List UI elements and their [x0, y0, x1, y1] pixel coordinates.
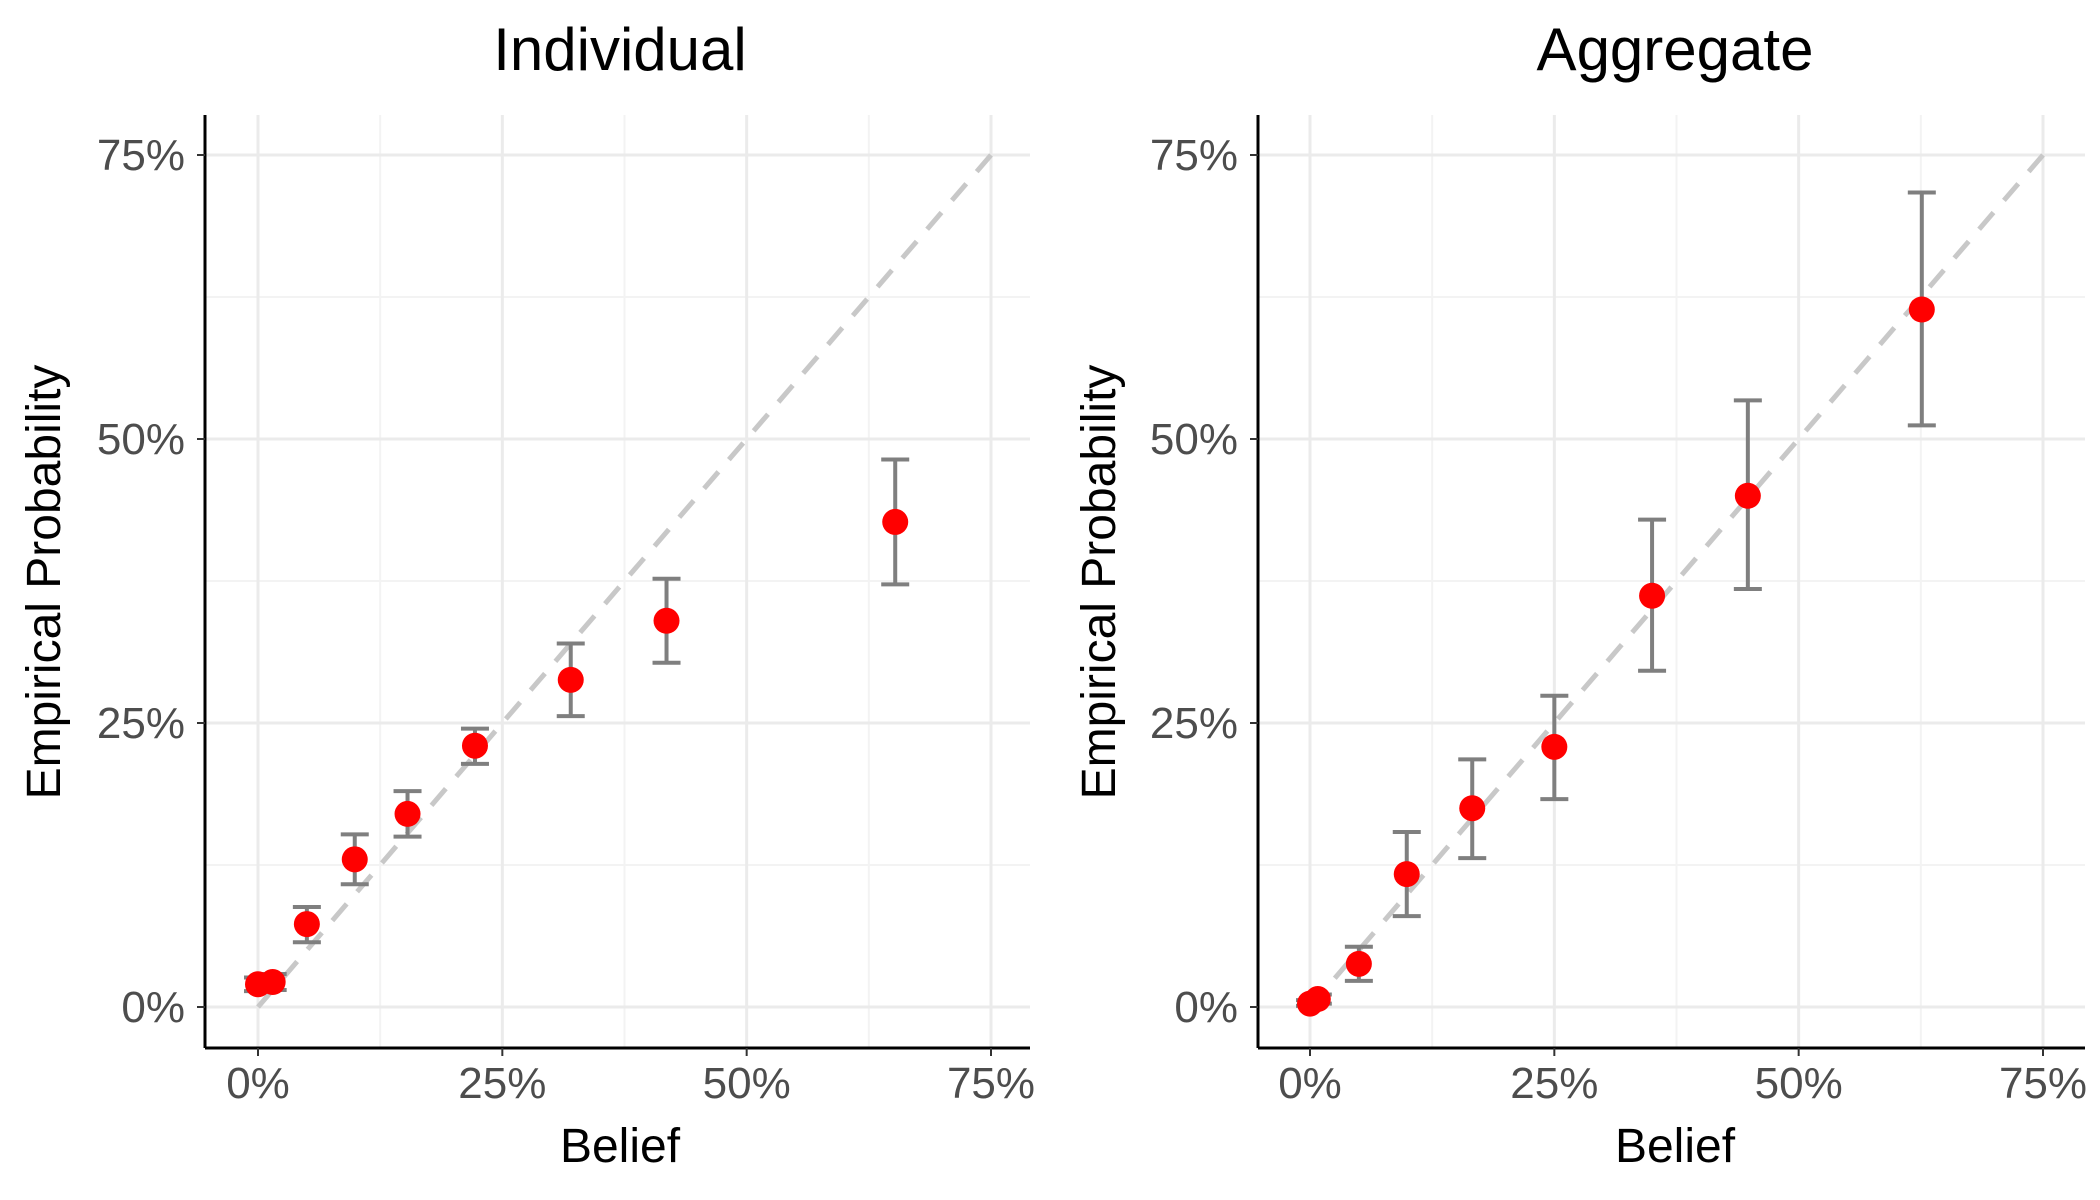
data-point	[882, 508, 909, 535]
x-tick-label: 75%	[947, 1059, 1035, 1108]
x-tick-label: 25%	[458, 1059, 546, 1108]
y-tick-label: 50%	[97, 415, 185, 464]
y-tick-label: 25%	[1150, 699, 1238, 748]
x-axis-title: Belief	[560, 1120, 681, 1173]
panel-individual: Individual Belief Empirical Probability …	[18, 16, 1035, 1173]
data-point	[1459, 795, 1486, 822]
panel-aggregate: Aggregate Belief Empirical Probability 0…	[1073, 16, 2087, 1173]
data-point	[557, 666, 584, 693]
plot-area: 0% 25% 50% 75% 0% 25% 50% 75%	[97, 115, 1035, 1108]
data-point	[1541, 733, 1568, 760]
x-axis-title: Belief	[1615, 1120, 1736, 1173]
data-point	[1639, 582, 1666, 609]
x-tick-label: 75%	[1999, 1059, 2087, 1108]
data-point	[394, 800, 421, 827]
data-point	[259, 969, 286, 996]
data-point	[1345, 950, 1372, 977]
data-point	[1304, 986, 1331, 1013]
chart-title: Individual	[493, 16, 747, 83]
y-tick-label: 50%	[1150, 415, 1238, 464]
x-tick-label: 50%	[703, 1059, 791, 1108]
data-point	[1908, 296, 1935, 323]
x-tick-label: 25%	[1510, 1059, 1598, 1108]
x-tick-label: 0%	[1278, 1059, 1342, 1108]
x-tick-label: 50%	[1755, 1059, 1843, 1108]
data-point	[461, 732, 488, 759]
plot-area: 0% 25% 50% 75% 0% 25% 50% 75%	[1150, 115, 2087, 1108]
data-point	[1393, 861, 1420, 888]
y-tick-label: 0%	[121, 983, 185, 1032]
y-axis-title: Empirical Probability	[1073, 365, 1126, 800]
data-point	[1734, 482, 1761, 509]
y-axis-title: Empirical Probability	[18, 365, 71, 800]
data-point	[341, 846, 368, 873]
data-point	[293, 911, 320, 938]
chart-title: Aggregate	[1537, 16, 1814, 83]
data-point	[653, 607, 680, 634]
y-tick-label: 75%	[1150, 131, 1238, 180]
y-tick-label: 75%	[97, 131, 185, 180]
y-tick-label: 25%	[97, 699, 185, 748]
y-tick-label: 0%	[1174, 983, 1238, 1032]
x-tick-label: 0%	[226, 1059, 290, 1108]
